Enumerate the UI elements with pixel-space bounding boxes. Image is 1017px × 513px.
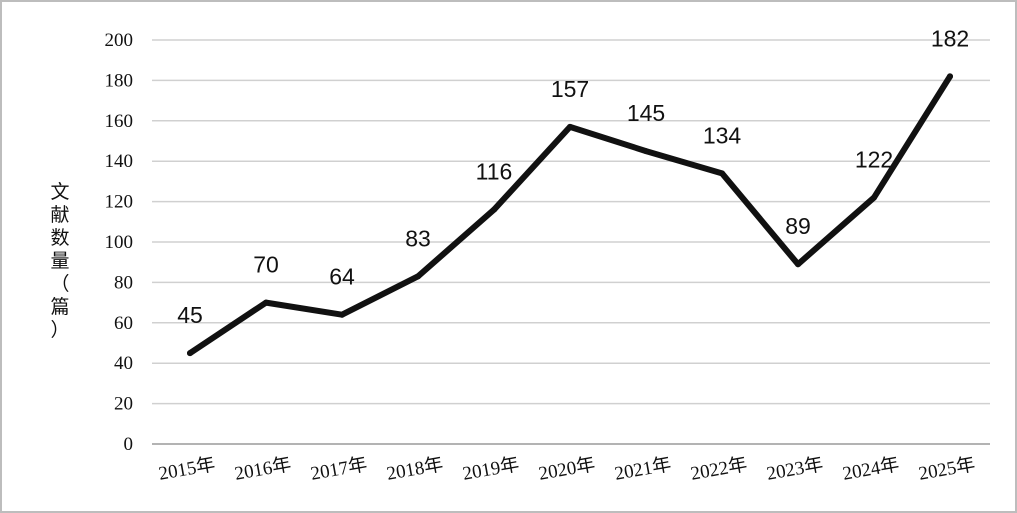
y-axis-label-char: 数 (50, 227, 69, 249)
x-tick-label: 2015年 (157, 453, 217, 485)
data-label: 116 (476, 159, 513, 185)
data-label: 45 (177, 302, 203, 328)
x-axis-ticks: 2015年 2016年 2017年 2018年 2019年 2020年 2021年 2022年… (157, 453, 977, 485)
data-point (491, 206, 497, 213)
data-label: 122 (855, 147, 893, 173)
data-point (871, 194, 877, 201)
y-tick-label: 160 (105, 111, 134, 132)
x-tick-label: 2019年 (461, 453, 521, 485)
data-label: 89 (785, 213, 811, 239)
data-label: 145 (627, 100, 665, 126)
x-tick-label: 2018年 (385, 453, 445, 485)
x-tick-label: 2021年 (613, 453, 673, 485)
x-tick-label: 2016年 (233, 453, 293, 485)
data-point (263, 299, 269, 306)
data-label: 83 (405, 225, 431, 251)
series-layer (187, 73, 953, 357)
y-axis-label-char: （ (50, 273, 69, 295)
data-labels: 45 70 64 83 116 157 145 134 89 122 182 (177, 25, 969, 328)
data-point (415, 273, 421, 280)
y-axis-label-char: 献 (50, 204, 69, 226)
data-point (339, 311, 345, 318)
gridlines (152, 39, 990, 445)
data-label: 157 (551, 76, 589, 102)
x-tick-label: 2025年 (917, 453, 977, 485)
data-label: 70 (253, 252, 279, 278)
y-tick-label: 120 (105, 192, 134, 213)
y-axis-label-char: 文 (50, 181, 69, 203)
data-label: 134 (703, 122, 742, 148)
y-tick-label: 180 (105, 70, 134, 91)
series-line (187, 73, 953, 357)
y-tick-label: 20 (114, 394, 133, 415)
y-tick-label: 100 (105, 232, 134, 253)
y-tick-label: 80 (114, 272, 133, 293)
data-point (795, 261, 801, 268)
y-axis-ticks: 0 20 40 60 80 100 120 140 160 180 200 (105, 30, 134, 455)
x-tick-label: 2017年 (309, 453, 369, 485)
data-point (643, 148, 649, 155)
x-tick-label: 2023年 (765, 453, 825, 485)
data-point (567, 123, 573, 130)
y-axis-label-char: 量 (50, 250, 69, 272)
y-axis-label-char: ） (50, 319, 69, 341)
y-tick-label: 200 (105, 30, 134, 51)
y-tick-label: 60 (114, 313, 133, 334)
y-tick-label: 0 (124, 434, 134, 455)
x-tick-label: 2022年 (689, 453, 749, 485)
y-tick-label: 40 (114, 353, 133, 374)
data-point (719, 170, 725, 177)
x-tick-label: 2024年 (841, 453, 901, 485)
data-label: 182 (931, 25, 969, 51)
y-tick-label: 140 (105, 151, 134, 172)
data-label: 64 (329, 264, 355, 290)
data-point (187, 350, 193, 357)
x-tick-label: 2020年 (537, 453, 597, 485)
data-point (947, 73, 953, 80)
y-axis-label-char: 篇 (50, 296, 69, 318)
